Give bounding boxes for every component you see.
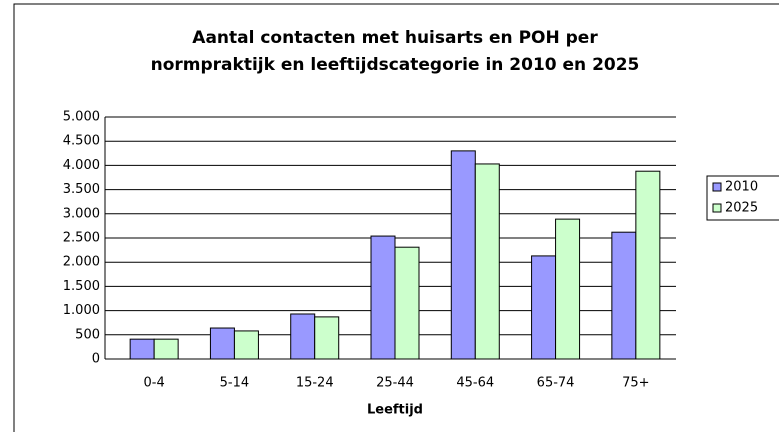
bar [233, 330, 259, 360]
y-tick-label: 2.500 [63, 231, 100, 246]
x-tick-label: 15-24 [296, 376, 334, 391]
x-tick-label: 45-64 [456, 376, 494, 391]
x-tick-label: 75+ [622, 376, 649, 391]
y-tick-label: 1.000 [63, 303, 100, 318]
bar [474, 163, 500, 360]
bar [635, 170, 661, 360]
x-tick-label: 25-44 [376, 376, 414, 391]
y-tick-label: 500 [75, 327, 100, 342]
x-tick-label: 5-14 [220, 376, 250, 391]
bar [290, 313, 316, 360]
bar [129, 338, 155, 360]
legend-label: 2025 [725, 201, 758, 216]
legend-swatch [712, 203, 722, 213]
x-tick-label: 0-4 [144, 376, 165, 391]
y-tick-label: 3.000 [63, 206, 100, 221]
bar [370, 235, 396, 360]
legend-label: 2010 [725, 180, 758, 195]
bar [531, 255, 557, 360]
y-tick-label: 0 [92, 352, 100, 367]
legend-swatch [712, 182, 722, 192]
bar [611, 231, 637, 360]
bar [209, 327, 235, 360]
x-tick-label: 65-74 [537, 376, 575, 391]
y-tick-label: 4.000 [63, 158, 100, 173]
y-tick-label: 4.500 [63, 134, 100, 149]
bar [555, 218, 581, 360]
y-tick-label: 3.500 [63, 182, 100, 197]
bar [394, 246, 420, 360]
chart-title: Aantal contacten met huisarts en POH per [192, 28, 598, 48]
y-tick-label: 5.000 [63, 110, 100, 125]
bar [314, 316, 340, 360]
y-tick-label: 1.500 [63, 279, 100, 294]
bar [153, 338, 179, 360]
x-axis-title: Leeftijd [367, 403, 423, 418]
bar [450, 150, 476, 360]
y-tick-label: 2.000 [63, 255, 100, 270]
chart-title: normpraktijk en leeftijdscategorie in 20… [151, 55, 640, 75]
